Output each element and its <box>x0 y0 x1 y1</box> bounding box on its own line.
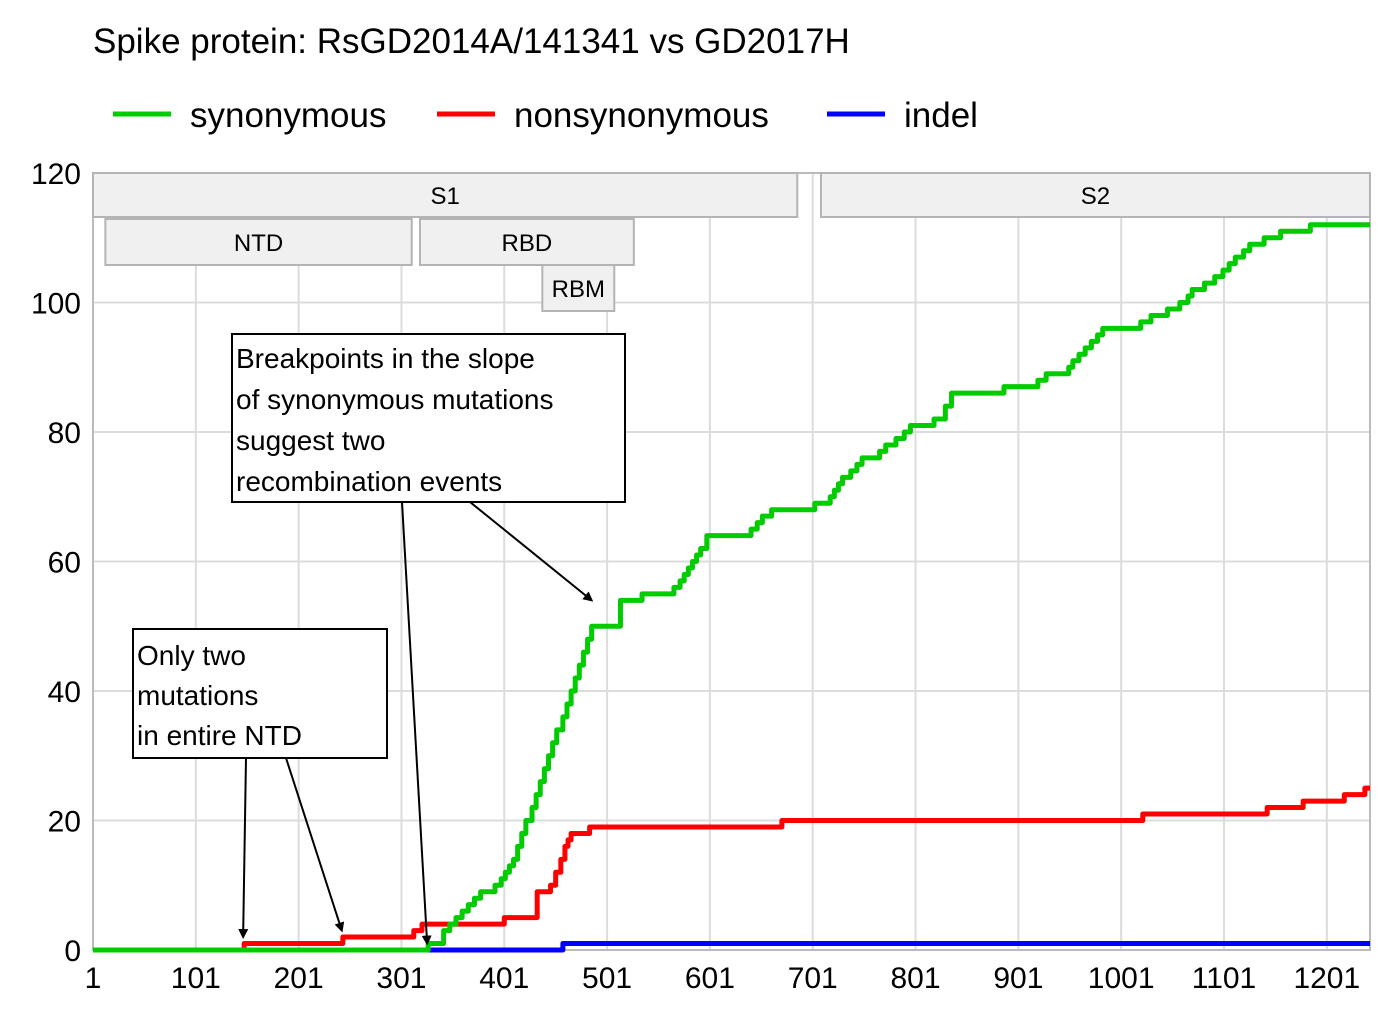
y-tick-label: 100 <box>31 288 81 321</box>
x-tick-label: 1001 <box>1088 962 1155 995</box>
y-tick-label: 120 <box>31 158 81 191</box>
annotation-text-line: recombination events <box>236 466 502 497</box>
x-axis-ticks: 1 101 201 301 401 501 601 701 801 901 1001 1101 1201 <box>85 962 1361 995</box>
annotation-arrow <box>401 501 432 946</box>
protein-domains: S1 S2 NTD RBD RBM <box>92 172 1371 312</box>
annotation-arrow <box>238 757 249 940</box>
domain-label-rbd: RBD <box>502 230 553 257</box>
annotations: Breakpoints in the slope of synonymous mu… <box>132 333 626 946</box>
domain-box-ntd <box>104 218 413 266</box>
series-line-synonymous <box>93 222 1370 953</box>
annotation-box <box>132 628 388 759</box>
domain-box-s1 <box>92 172 799 218</box>
annotation-text-line: Only two <box>137 640 246 671</box>
annotation-2: Only two mutations in entire NTD <box>132 628 388 940</box>
annotation-text-line: Breakpoints in the slope <box>236 343 535 374</box>
x-tick-label: 1101 <box>1192 962 1257 995</box>
annotation-arrow <box>285 757 345 933</box>
x-tick-label: 401 <box>479 962 529 995</box>
x-tick-label: 201 <box>274 962 324 995</box>
annotation-1: Breakpoints in the slope of synonymous mu… <box>231 333 626 946</box>
annotation-arrow <box>469 501 594 602</box>
x-tick-label: 101 <box>171 962 221 995</box>
legend-label-indel: indel <box>904 96 978 135</box>
domain-label-s2: S2 <box>1081 183 1110 210</box>
annotation-box <box>231 333 626 503</box>
annotation-text-line: mutations <box>137 680 258 711</box>
domain-label-s1: S1 <box>430 183 459 210</box>
x-tick-label: 801 <box>891 962 941 995</box>
domain-label-ntd: NTD <box>234 230 283 257</box>
series-line-nonsynonymous <box>93 785 1370 953</box>
x-tick-label: 501 <box>582 962 632 995</box>
y-tick-label: 80 <box>48 417 81 450</box>
x-tick-label: 301 <box>376 962 426 995</box>
annotation-text-line: suggest two <box>236 425 385 456</box>
legend: synonymous nonsynonymous indel <box>113 96 978 135</box>
x-tick-label: 1201 <box>1293 962 1360 995</box>
y-tick-label: 40 <box>48 676 81 709</box>
y-tick-label: 60 <box>48 547 81 580</box>
y-tick-label: 20 <box>48 806 81 839</box>
domain-label-rbm: RBM <box>552 276 605 303</box>
x-tick-label: 901 <box>993 962 1043 995</box>
annotation-text-line: of synonymous mutations <box>236 384 554 415</box>
chart-title: Spike protein: RsGD2014A/141341 vs GD201… <box>93 22 850 61</box>
y-tick-label: 0 <box>64 935 81 968</box>
x-tick-label: 701 <box>788 962 838 995</box>
y-axis-ticks: 0 20 40 60 80 100 120 <box>31 158 81 968</box>
domain-box-s2 <box>819 172 1371 218</box>
series-lines <box>93 222 1370 953</box>
legend-label-nonsynonymous: nonsynonymous <box>514 96 769 135</box>
domain-box-rbd <box>418 218 635 266</box>
annotation-text-line: in entire NTD <box>137 720 302 751</box>
x-tick-label: 1 <box>85 962 102 995</box>
x-tick-label: 601 <box>685 962 735 995</box>
domain-box-rbm <box>541 264 616 312</box>
legend-label-synonymous: synonymous <box>190 96 386 135</box>
grid <box>93 173 1370 950</box>
